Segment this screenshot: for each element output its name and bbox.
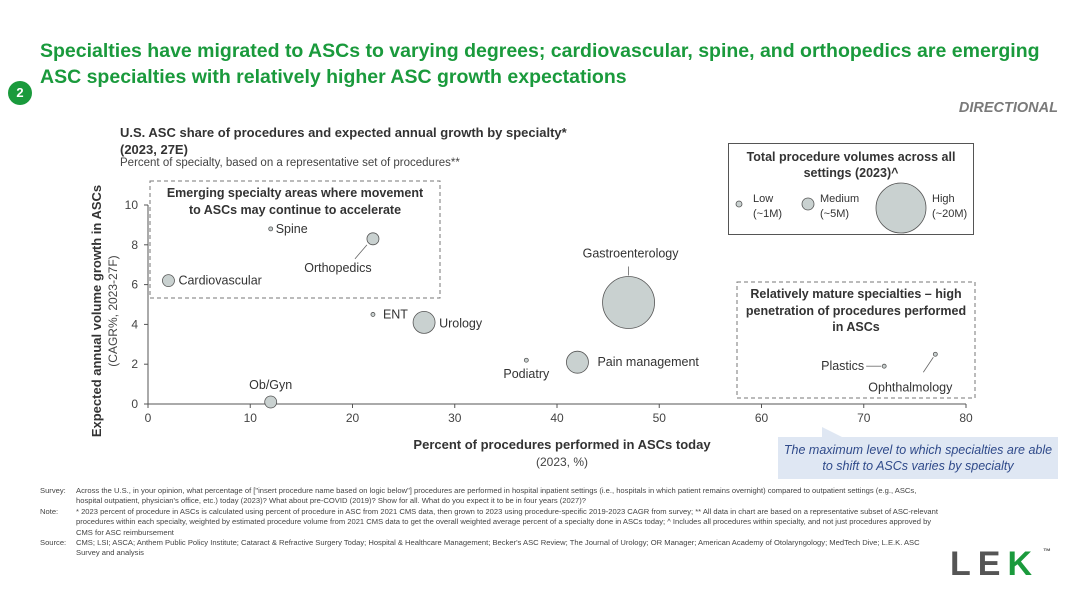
logo-k: K — [1007, 545, 1040, 583]
mature-title-line1: Relatively mature specialties – high — [750, 287, 961, 301]
label-cardiovascular: Cardiovascular — [178, 274, 261, 288]
x-axis-sublabel: (2023, %) — [536, 455, 588, 469]
footnote-note: Note: * 2023 percent of procedure in ASC… — [40, 507, 940, 538]
footnotes: Survey: Across the U.S., in your opinion… — [40, 486, 940, 559]
logo-l: L — [950, 545, 978, 583]
footnote-label: Survey: — [40, 486, 66, 495]
y-tick-label: 4 — [131, 317, 138, 331]
legend-title: Total procedure volumes across all setti… — [746, 150, 956, 180]
bubble-ent — [370, 312, 376, 317]
logo-tm: ™ — [1043, 547, 1052, 556]
bubble-pain-management — [566, 350, 589, 374]
lek-logo: LEK ™ — [950, 545, 1051, 584]
bubble-cardiovascular — [162, 274, 175, 288]
footnote-text: Across the U.S., in your opinion, what p… — [76, 486, 917, 506]
y-axis-label: Expected annual volume growth in ASCs — [89, 185, 104, 437]
bubble-ophthalmology — [932, 351, 938, 357]
label-plastics: Plastics — [821, 359, 864, 373]
x-tick-label: 10 — [244, 411, 258, 425]
chart-subtitle: Percent of specialty, based on a represe… — [120, 157, 460, 169]
legend-medium-sub: (~5M) — [820, 208, 850, 220]
label-ent: ENT — [383, 307, 408, 321]
y-axis-sublabel: (CAGR%, 2023-27F) — [106, 255, 120, 366]
leader-ophthalmology — [922, 357, 934, 373]
x-tick-label: 0 — [145, 411, 152, 425]
x-tick-label: 30 — [448, 411, 462, 425]
bubble-orthopedics — [366, 232, 380, 246]
volume-legend: Total procedure volumes across all setti… — [728, 143, 974, 235]
footnote-label: Note: — [40, 506, 59, 516]
label-ob-gyn: Ob/Gyn — [249, 378, 292, 392]
label-podiatry: Podiatry — [503, 367, 550, 381]
legend-low-sub: (~1M) — [753, 208, 783, 220]
bubble-spine — [268, 226, 274, 232]
bubble-gastroenterology — [602, 276, 655, 329]
x-tick-label: 50 — [653, 411, 667, 425]
y-tick-label: 8 — [131, 238, 138, 252]
callout-pointer — [822, 427, 842, 437]
label-ophthalmology: Ophthalmology — [868, 380, 953, 394]
legend-medium: Medium (~5M) — [820, 192, 859, 222]
y-tick-label: 6 — [131, 278, 138, 292]
y-tick-label: 2 — [131, 357, 138, 371]
footnote-source: Source: CMS; LSI; ASCA; Anthem Public Po… — [40, 538, 940, 559]
x-tick-label: 70 — [857, 411, 871, 425]
label-pain-management: Pain management — [597, 355, 699, 369]
label-orthopedics: Orthopedics — [304, 261, 371, 275]
logo-e: E — [977, 545, 1008, 583]
legend-low: Low (~1M) — [753, 192, 782, 222]
legend-bubble-medium — [801, 197, 815, 211]
legend-bubble-high — [875, 182, 927, 234]
label-spine: Spine — [276, 222, 308, 236]
bubble-ob-gyn — [264, 395, 278, 409]
chart-title: U.S. ASC share of procedures and expecte… — [120, 124, 567, 158]
footnote-text: CMS; LSI; ASCA; Anthem Public Policy Ins… — [76, 538, 920, 558]
emerging-title-line2: to ASCs may continue to accelerate — [189, 203, 401, 217]
page-number-badge: 2 — [8, 81, 32, 105]
bubble-plastics — [881, 363, 887, 369]
x-tick-label: 80 — [959, 411, 973, 425]
legend-high: High (~20M) — [932, 192, 967, 222]
legend-high-sub: (~20M) — [932, 208, 968, 220]
legend-bubble-low — [735, 200, 743, 208]
page-title: Specialties have migrated to ASCs to var… — [40, 40, 1040, 88]
y-tick-label: 0 — [131, 397, 138, 411]
mature-box — [736, 281, 976, 399]
mature-title-line3: in ASCs — [832, 320, 880, 334]
legend-high-label: High — [932, 193, 955, 205]
y-tick-label: 10 — [125, 198, 139, 212]
bubble-urology — [412, 311, 436, 334]
x-tick-label: 60 — [755, 411, 769, 425]
callout-box: The maximum level to which specialties a… — [778, 437, 1058, 479]
chart-title-line2: (2023, 27E) — [120, 142, 188, 157]
label-urology: Urology — [439, 316, 483, 330]
footnote-text: * 2023 percent of procedure in ASCs is c… — [76, 506, 938, 537]
footnote-survey: Survey: Across the U.S., in your opinion… — [40, 486, 940, 507]
leader-orthopedics — [354, 244, 368, 260]
mature-title-line2: penetration of procedures performed — [746, 304, 966, 318]
footnote-label: Source: — [40, 538, 67, 548]
x-axis-label: Percent of procedures performed in ASCs … — [413, 437, 711, 452]
legend-medium-label: Medium — [820, 193, 860, 205]
x-tick-label: 40 — [550, 411, 564, 425]
label-gastroenterology: Gastroenterology — [583, 247, 680, 261]
bubble-podiatry — [523, 357, 529, 363]
directional-label: DIRECTIONAL — [958, 100, 1058, 116]
legend-bubbles — [735, 182, 927, 234]
x-tick-label: 20 — [346, 411, 360, 425]
emerging-title-line1: Emerging specialty areas where movement — [167, 186, 424, 200]
chart-title-line1: U.S. ASC share of procedures and expecte… — [120, 125, 567, 140]
legend-low-label: Low — [753, 193, 774, 205]
